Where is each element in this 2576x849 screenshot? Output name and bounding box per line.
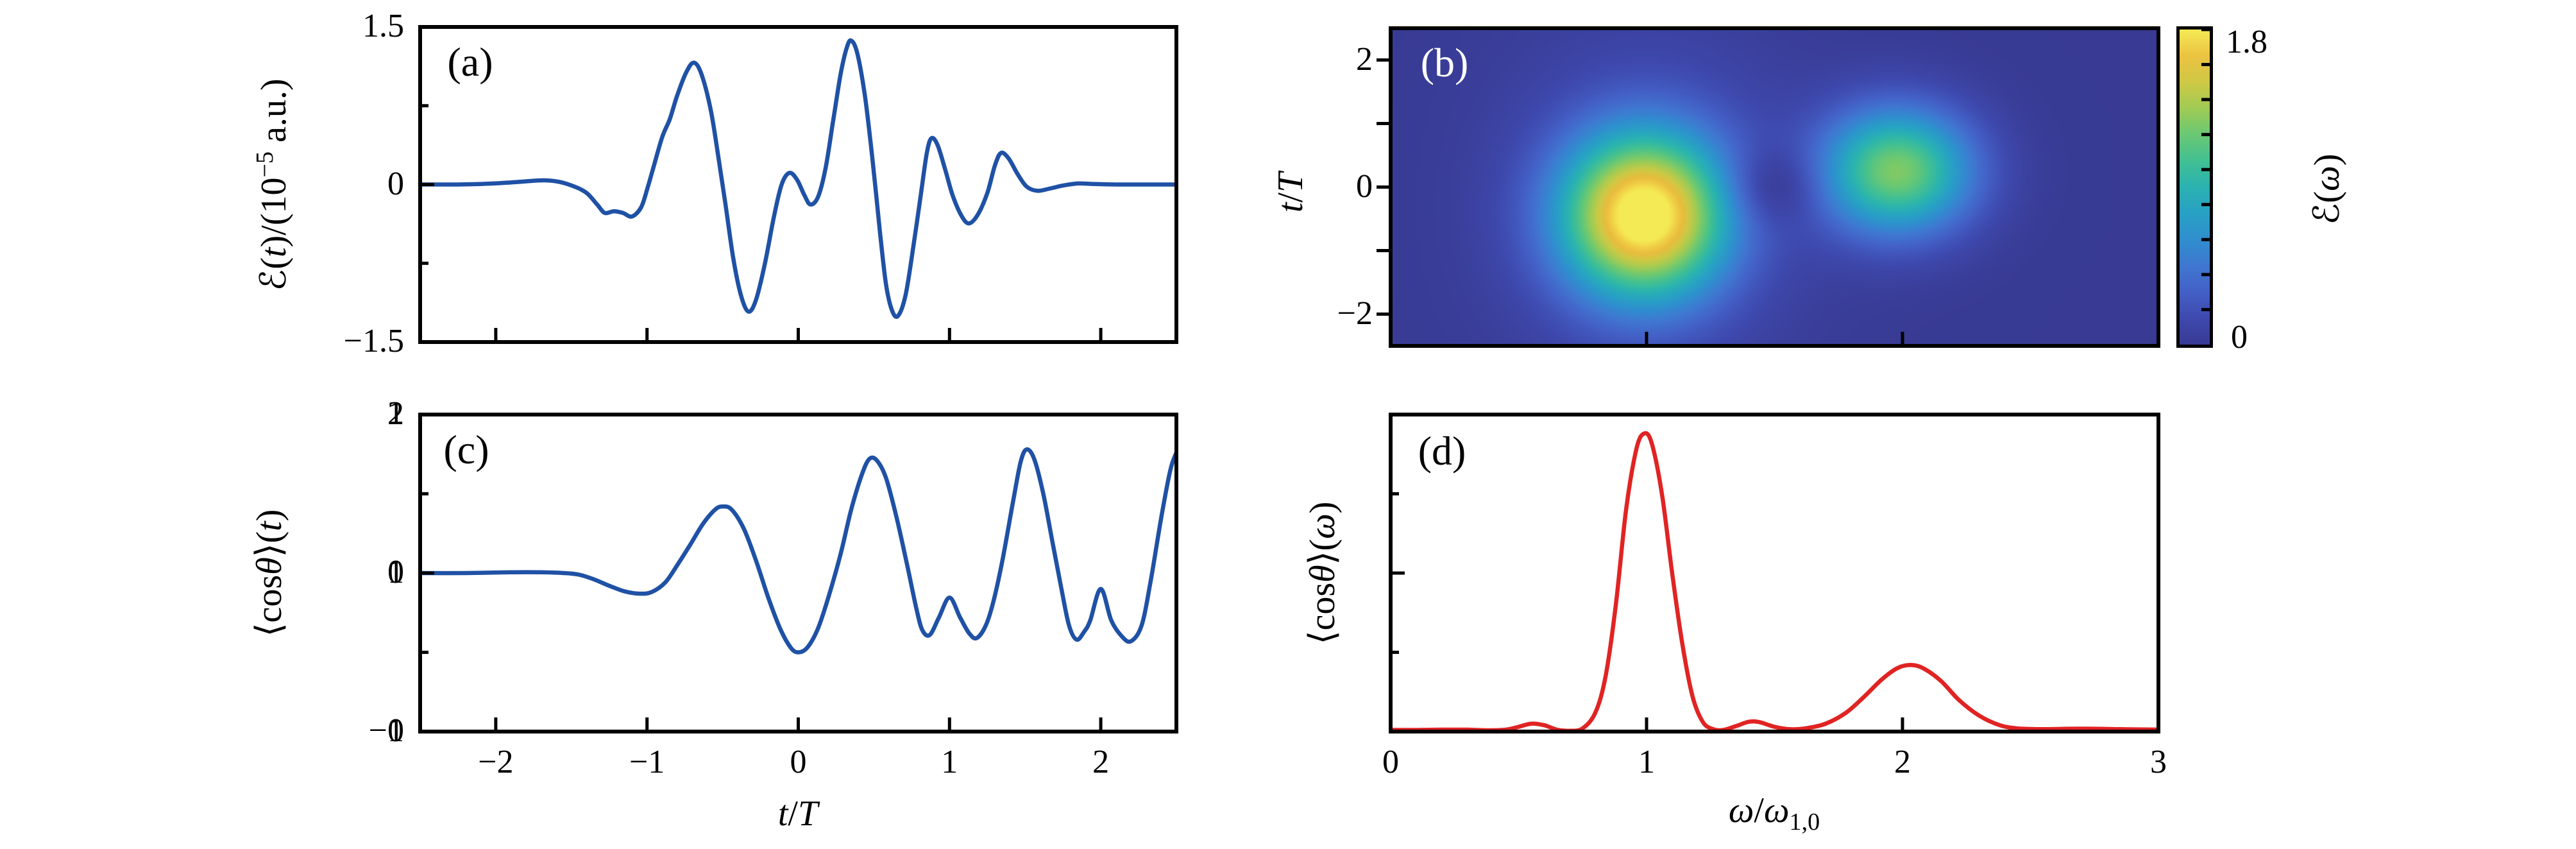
c-curve: [420, 447, 1176, 655]
a-ytick-label: −1.5: [343, 323, 404, 359]
b-ytick-label: 0: [1356, 167, 1373, 205]
a-y-axis-label: ℰ(t)/(10−5 a.u.): [251, 78, 294, 291]
c-ytick-label: 0: [387, 554, 404, 590]
a-ytick-label: 0: [387, 165, 404, 202]
d-y-axis-label: ⟨cosθ⟩(ω): [1303, 501, 1343, 645]
d-ytick-label: 1: [387, 554, 404, 590]
c-xtick-label: 0: [790, 744, 807, 780]
a-curve: [420, 38, 1176, 319]
d-frame: [1389, 413, 2160, 733]
d-xtick-label: 0: [1382, 744, 1399, 780]
c-x-axis-label: t/T: [777, 794, 818, 834]
panel-letter-c: (c): [443, 427, 489, 472]
panel-letter-a: (a): [447, 39, 493, 85]
panel-letter-d: (d): [1418, 428, 1466, 474]
c-ytick-label: −1: [368, 712, 404, 749]
d-xtick-label: 2: [1894, 744, 1911, 780]
colorbar-label: ℰ(ω): [2307, 153, 2347, 225]
a-ytick-label: 1.5: [362, 8, 404, 44]
c-ytick-label: 1: [387, 395, 404, 432]
d-curve: [1391, 431, 2158, 732]
b-frame: [1389, 26, 2160, 348]
b-ytick-label: −2: [1337, 295, 1373, 332]
colorbar-gradient: [2176, 26, 2213, 348]
d-ytick-label: 0: [387, 712, 404, 749]
d-xtick-label: 1: [1638, 744, 1655, 780]
b-y-axis-label: t/T: [1271, 172, 1310, 213]
d-ytick-label: 2: [387, 395, 404, 432]
c-xtick-label: 1: [941, 744, 958, 780]
c-xtick-label: −2: [478, 744, 514, 780]
d-xtick-label: 3: [2150, 744, 2167, 780]
d-x-axis-label: ω/ω1,0: [1728, 790, 1820, 836]
colorbar-min-tick-label: 0: [2231, 319, 2248, 356]
c-y-axis-label: ⟨cosθ⟩(t): [250, 509, 289, 637]
heatmap-panel-b: [1391, 28, 2158, 346]
colorbar-max-tick-label: 1.8: [2226, 24, 2267, 60]
panel-letter-b: (b): [1420, 40, 1469, 85]
c-xtick-label: 2: [1092, 744, 1110, 780]
c-xtick-label: −1: [629, 744, 665, 780]
b-ytick-label: 2: [1356, 40, 1373, 78]
